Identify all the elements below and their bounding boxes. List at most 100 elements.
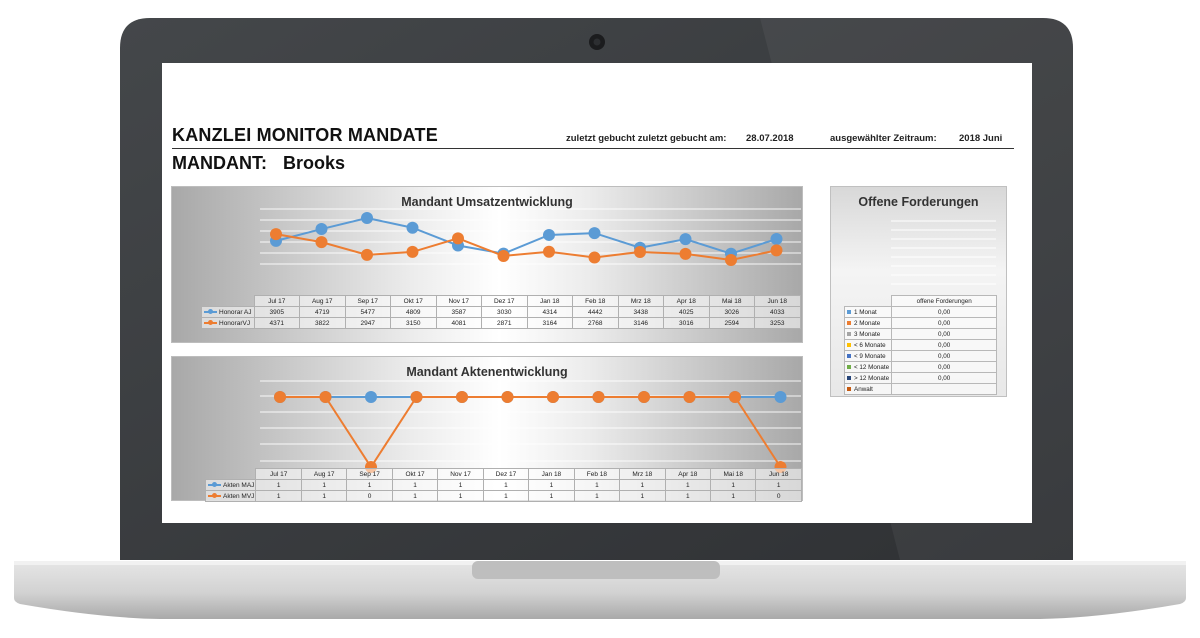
receivables-value: 0,00 <box>891 306 998 318</box>
data-point[interactable] <box>497 249 510 262</box>
data-label: 1 <box>528 479 575 491</box>
data-label: 1 <box>482 490 530 502</box>
table-row: > 12 Monate 0,00 <box>843 372 998 384</box>
data-point[interactable] <box>725 254 737 266</box>
series-name: Honorar AJ <box>219 308 252 316</box>
data-label: 1 <box>664 490 712 502</box>
data-point[interactable] <box>406 245 419 258</box>
data-point[interactable] <box>270 228 282 241</box>
legend-square-icon <box>847 309 851 314</box>
legend-entry[interactable]: Akten MVJ <box>204 490 257 502</box>
receivables-row-label[interactable]: < 12 Monate <box>843 361 893 373</box>
category-label: Dez 17 <box>481 295 528 307</box>
data-point[interactable] <box>547 391 559 403</box>
data-point[interactable] <box>634 245 646 258</box>
table-row: < 6 Monate 0,00 <box>843 339 998 351</box>
data-point[interactable] <box>588 227 601 240</box>
data-point[interactable] <box>679 233 692 246</box>
data-label: 1 <box>573 479 621 491</box>
data-label: 3146 <box>617 317 664 329</box>
data-point[interactable] <box>361 212 373 224</box>
data-point[interactable] <box>770 244 783 257</box>
data-point[interactable] <box>315 223 328 236</box>
receivables-row-label[interactable]: Anwalt <box>843 383 893 395</box>
data-point[interactable] <box>543 245 555 258</box>
receivables-row-label[interactable]: 2 Monate <box>843 317 893 329</box>
data-label: 1 <box>664 479 712 491</box>
data-label: 4719 <box>299 306 346 318</box>
data-point[interactable] <box>452 232 464 245</box>
data-point[interactable] <box>638 391 650 403</box>
category-label: Jan 18 <box>526 295 573 307</box>
receivables-value: 0,00 <box>891 350 998 362</box>
data-label: 1 <box>482 479 530 491</box>
series-name: Akten MVJ <box>223 492 255 500</box>
data-point[interactable] <box>274 391 286 403</box>
data-point[interactable] <box>592 391 605 403</box>
data-point[interactable] <box>456 391 468 403</box>
aging-bucket: > 12 Monate <box>854 374 890 382</box>
data-point[interactable] <box>406 221 419 234</box>
aging-bucket: 3 Monate <box>854 330 881 338</box>
data-point[interactable] <box>365 391 377 403</box>
receivables-col-header: offene Forderungen <box>891 295 998 307</box>
category-label: Aug 17 <box>300 468 348 480</box>
receivables-value: 0,00 <box>891 339 998 351</box>
data-point[interactable] <box>315 236 328 249</box>
legend-entry[interactable]: Honorar AJ <box>201 306 255 318</box>
data-point[interactable] <box>543 228 555 241</box>
client-heading: MANDANT: Brooks <box>172 153 345 174</box>
table-row: Anwalt <box>843 383 998 395</box>
category-label: Dez 17 <box>482 468 530 480</box>
revenue-chart-panel: Mandant Umsatzentwicklung Jul 17 Aug 17 Se… <box>171 186 803 343</box>
legend-entry[interactable]: Akten MAJ <box>204 479 257 491</box>
aging-bucket: 1 Monat <box>854 308 877 316</box>
legend-square-icon <box>847 386 851 391</box>
data-point[interactable] <box>410 391 423 403</box>
legend-square-icon <box>847 364 851 369</box>
data-label: 1 <box>391 479 439 491</box>
category-label: Nov 17 <box>435 295 482 307</box>
category-label: Apr 18 <box>663 295 710 307</box>
receivables-row-label[interactable]: 1 Monat <box>843 306 893 318</box>
period-value[interactable]: 2018 Juni <box>959 133 1003 144</box>
category-label: Sep 17 <box>346 468 393 480</box>
data-label: 3438 <box>617 306 664 318</box>
legend-square-icon <box>847 353 851 358</box>
data-point[interactable] <box>683 391 696 403</box>
aging-bucket: Anwalt <box>854 385 873 393</box>
data-point[interactable] <box>588 251 601 264</box>
data-label: 1 <box>710 479 757 491</box>
receivables-row-label[interactable]: > 12 Monate <box>843 372 893 384</box>
data-point[interactable] <box>501 391 514 403</box>
data-label: 1 <box>300 479 348 491</box>
data-label: 1 <box>437 479 484 491</box>
trackpad-notch <box>472 561 720 579</box>
table-corner <box>202 296 255 307</box>
receivables-row-label[interactable]: < 9 Monate <box>843 350 893 362</box>
data-point[interactable] <box>679 247 692 260</box>
data-label: 4314 <box>526 306 573 318</box>
category-label: Jan 18 <box>528 468 575 480</box>
header-divider <box>172 148 1014 149</box>
data-point[interactable] <box>770 233 783 246</box>
series-name: HonorarVJ <box>219 319 251 327</box>
data-point[interactable] <box>774 391 787 403</box>
chart-title: Mandant Umsatzentwicklung <box>401 195 573 209</box>
legend-entry[interactable]: HonorarVJ <box>201 317 255 329</box>
data-label: 1 <box>255 479 302 491</box>
legend-marker-icon <box>208 492 221 498</box>
data-point[interactable] <box>361 248 373 261</box>
receivables-row-label[interactable]: < 6 Monate <box>843 339 893 351</box>
table-row: < 9 Monate 0,00 <box>843 350 998 362</box>
data-point[interactable] <box>729 391 741 403</box>
client-name[interactable]: Brooks <box>282 153 345 173</box>
receivables-value: 0,00 <box>891 317 998 329</box>
series-line-1 <box>280 396 782 469</box>
client-label: MANDANT: <box>172 153 267 173</box>
receivables-row-label[interactable]: 3 Monate <box>843 328 893 340</box>
table-row: Akten MVJ 1 1 0 1 1 1 1 1 1 1 1 0 <box>204 490 802 502</box>
receivables-value: 0,00 <box>891 372 998 384</box>
table-row: 3 Monate 0,00 <box>843 328 998 340</box>
data-point[interactable] <box>319 391 332 403</box>
